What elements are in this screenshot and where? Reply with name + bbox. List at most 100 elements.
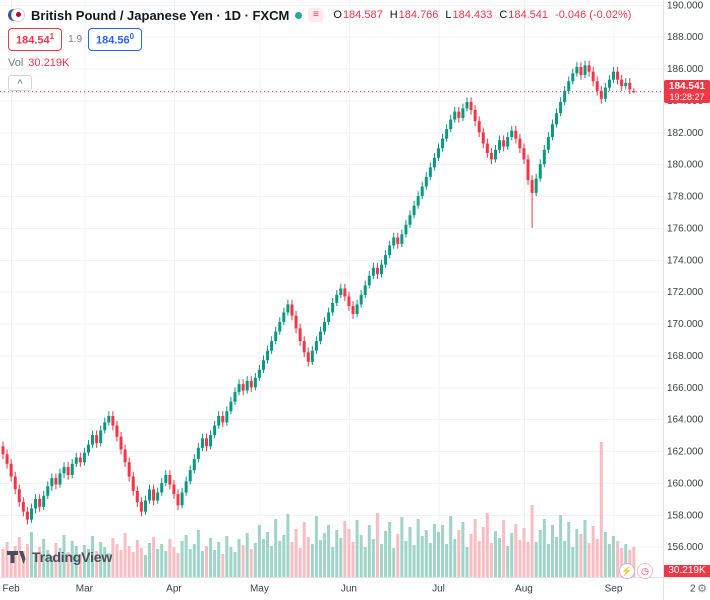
candle-body	[612, 71, 615, 80]
trading-panel-button[interactable]: ◷	[637, 563, 653, 579]
low-label: L	[445, 9, 452, 21]
volume-bar	[595, 539, 599, 577]
time-axis[interactable]	[0, 578, 710, 600]
volume-bar	[392, 548, 396, 577]
price-tick-label: 164.000	[667, 415, 704, 426]
candle-body	[115, 425, 119, 437]
volume-bar	[616, 541, 620, 577]
candle-body	[314, 341, 318, 351]
candle-body	[461, 108, 465, 118]
volume-bar	[310, 544, 314, 577]
candle-body	[534, 178, 538, 193]
candle-body	[21, 502, 25, 512]
candle-body	[50, 478, 54, 487]
candle-body	[351, 306, 355, 315]
candle-body	[176, 494, 180, 506]
candle-body	[196, 447, 200, 460]
volume-bar	[477, 541, 481, 577]
volume-bar	[213, 550, 217, 577]
candle-body	[29, 508, 33, 520]
candle-body	[400, 234, 404, 244]
volume-bar	[465, 547, 469, 577]
volume-bar	[327, 525, 331, 577]
instant-order-button[interactable]: ⚡	[619, 563, 635, 579]
time-tick-label: Feb	[3, 584, 21, 595]
candle-body	[70, 463, 74, 475]
volume-bar	[335, 530, 339, 577]
volume-label: Vol	[8, 56, 24, 69]
volume-bar	[583, 520, 587, 577]
volume-bar	[91, 536, 95, 577]
candle-body	[371, 267, 375, 276]
candle-body	[13, 476, 17, 490]
candle-body	[188, 470, 192, 482]
ohlc-values: O184.587 H184.766 L184.433 C184.541 -0.0…	[333, 9, 631, 21]
price-tick-label: 162.000	[667, 447, 704, 458]
volume-bar	[469, 534, 473, 577]
volume-bar	[461, 522, 465, 577]
volume-bar	[489, 543, 493, 577]
candle-body	[498, 140, 502, 150]
close-value: 184.541	[508, 9, 549, 21]
price-tick-label: 168.000	[667, 351, 704, 362]
volume-bar	[603, 532, 607, 577]
price-tick-label: 158.000	[667, 510, 704, 521]
volume-bar	[363, 547, 367, 577]
tradingview-logo[interactable]: TradingView	[7, 549, 112, 565]
volume-bar	[559, 515, 563, 577]
volume-bar	[290, 542, 294, 577]
open-value: 184.587	[342, 9, 383, 21]
candle-body	[327, 312, 331, 322]
close-label: C	[499, 9, 508, 21]
time-tick-label: May	[250, 584, 269, 595]
candle-body	[131, 476, 135, 491]
candle-body	[180, 492, 184, 506]
candle-body	[111, 416, 115, 426]
legend-menu-icon[interactable]: ≡	[308, 8, 324, 22]
candle-body	[282, 312, 286, 322]
price-tick-label: 182.000	[667, 128, 704, 139]
candle-body	[392, 237, 396, 246]
price-tick-label: 180.000	[667, 160, 704, 171]
volume-bar	[111, 538, 115, 577]
candle-body	[404, 224, 408, 235]
candle-body	[506, 137, 510, 147]
price-tick-label: 160.000	[667, 478, 704, 489]
volume-bar	[510, 533, 514, 577]
candle-body	[538, 164, 542, 179]
volume-bar	[143, 555, 147, 577]
volume-bar	[152, 537, 156, 577]
volume-bar	[420, 536, 424, 577]
volume-bar	[612, 536, 615, 577]
volume-bar	[139, 548, 143, 577]
symbol-title[interactable]: British Pound / Japanese Yen · 1D · FXCM	[31, 7, 290, 23]
candle-body	[192, 459, 196, 471]
price-tick-label: 172.000	[667, 287, 704, 298]
candle-body	[172, 484, 176, 495]
legend-collapse-button[interactable]: ^	[8, 74, 32, 91]
volume-bar	[46, 550, 50, 577]
candle-body	[99, 430, 103, 444]
candle-body	[530, 180, 534, 193]
timezone-settings-gear-icon[interactable]: ⚙	[697, 583, 707, 595]
volume-bar	[21, 551, 25, 577]
volume-bar	[298, 548, 302, 577]
volume-bar	[343, 521, 347, 577]
time-tick-label: Sep	[605, 584, 623, 595]
candle-body	[107, 416, 111, 423]
volume-bar	[563, 541, 567, 577]
candle-body	[363, 285, 367, 295]
candle-body	[54, 478, 58, 485]
candle-body	[502, 140, 506, 147]
candle-body	[579, 66, 583, 75]
symbol-pair-icon	[8, 7, 25, 23]
candle-body	[595, 81, 599, 91]
buy-button[interactable]: 184.560	[88, 28, 143, 51]
candle-body	[221, 416, 225, 423]
candle-body	[127, 462, 131, 477]
candle-body	[607, 79, 611, 88]
sell-button[interactable]: 184.541	[8, 28, 63, 51]
candle-body	[481, 132, 485, 144]
volume-bar	[115, 544, 119, 577]
candle-body	[632, 91, 636, 93]
